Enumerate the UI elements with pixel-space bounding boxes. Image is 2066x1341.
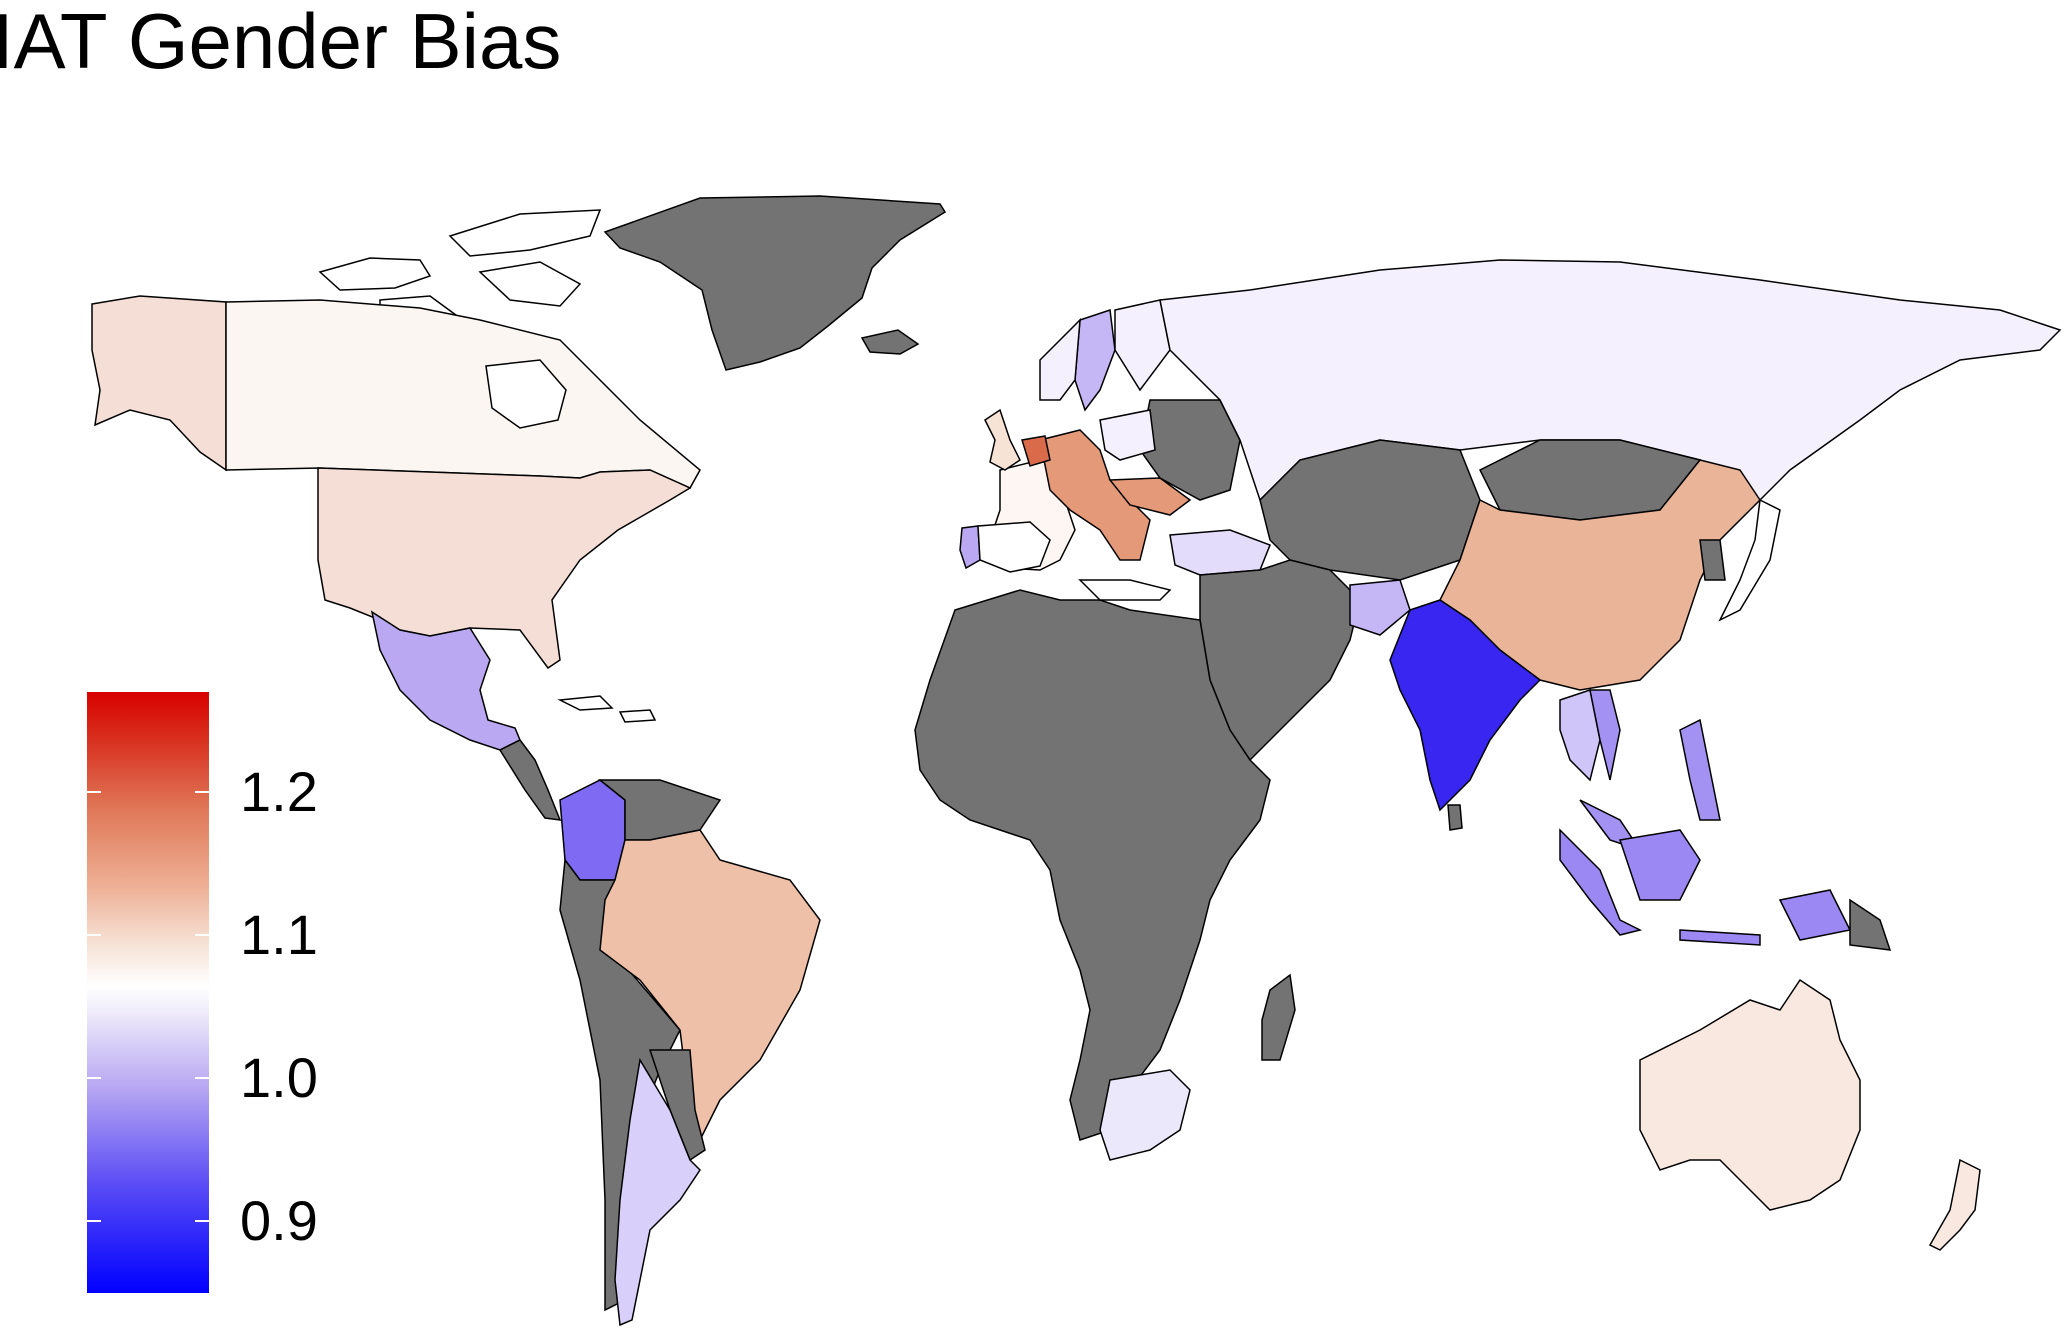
legend-tick-label: 0.9 [240,1189,318,1253]
hudson-bay [485,359,567,429]
country-brazil [599,829,821,1142]
country-sweden [1074,308,1116,412]
country-colombia [559,779,626,881]
country-korea [1699,539,1726,581]
legend-tick-label: 1.0 [240,1046,318,1110]
legend-tick-mark [195,1077,209,1080]
country-netherlands [1021,435,1051,467]
legend-tick-mark [195,934,209,937]
country-uk [984,408,1021,471]
map-title: IAT Gender Bias [0,0,562,85]
country-mexico [370,610,521,751]
region-north-africa-coast [1078,579,1172,601]
legend-tick-label: 1.2 [240,760,318,824]
region-central-europe [1039,429,1151,561]
country-austria-hungary [1108,477,1192,516]
country-new-zealand [1928,1158,1981,1251]
country-india [1389,599,1542,812]
country-turkey [1169,529,1271,576]
country-united-states [317,467,692,670]
country-indonesia [1559,828,1852,946]
color-scale-legend [87,692,209,1293]
country-papua-new-guinea [1849,898,1892,951]
country-portugal [959,525,981,570]
island-iceland [860,329,920,355]
country-argentina [614,1057,701,1327]
legend-tick-mark [87,1220,101,1223]
country-alaska [91,295,227,472]
caribbean-islands [557,695,657,723]
legend-tick-mark [87,791,101,794]
country-philippines [1679,718,1721,821]
legend-tick-mark [195,791,209,794]
country-japan [1718,498,1781,622]
country-south-africa [1099,1069,1191,1161]
region-central-america [498,739,562,821]
country-vietnam [1589,689,1621,781]
country-poland [1099,409,1156,461]
country-madagascar [1261,973,1296,1061]
country-spain [977,521,1051,573]
legend-tick-mark [87,934,101,937]
country-norway-finland [1039,299,1171,401]
country-greenland [603,195,947,371]
legend-tick-mark [195,1220,209,1223]
legend-tick-mark [87,1077,101,1080]
country-australia [1639,978,1861,1211]
arctic-islands [318,209,602,331]
country-afghanistan [1349,579,1411,636]
country-sri-lanka [1447,804,1463,831]
legend-tick-label: 1.1 [240,903,318,967]
country-canada [225,299,701,489]
